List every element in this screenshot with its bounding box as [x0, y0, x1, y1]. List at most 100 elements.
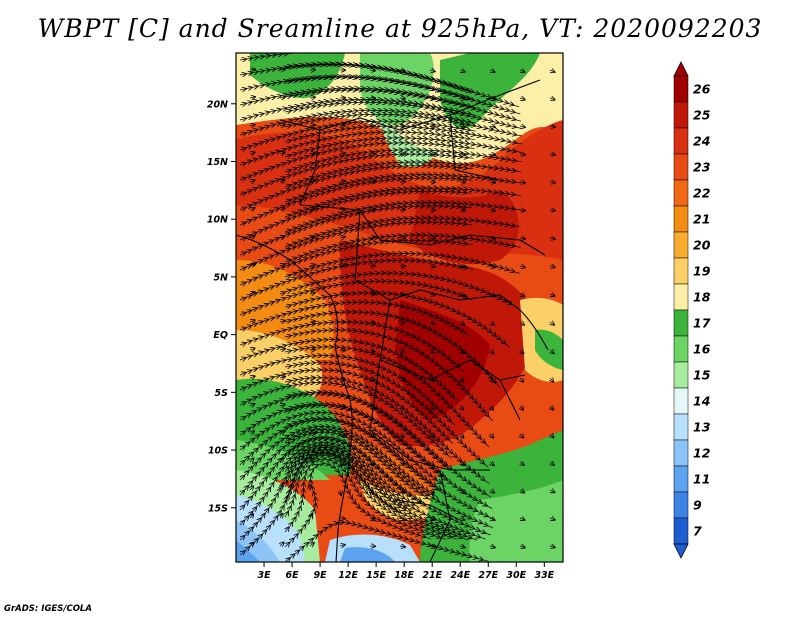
flow-arrow	[459, 546, 465, 548]
flow-arrow	[369, 209, 375, 210]
flow-arrow	[489, 182, 495, 183]
flow-arrow	[520, 70, 525, 72]
latitude-axis: 20N 15N 10N 5N EQ 5S 10S 15S	[207, 99, 236, 514]
flow-arrow	[310, 543, 314, 546]
flow-arrow	[369, 350, 375, 352]
flow-arrow	[339, 518, 345, 519]
colorbar-segment	[673, 387, 689, 415]
colorbar-segment	[673, 491, 689, 519]
colorbar-segment	[673, 153, 689, 181]
flow-arrow	[549, 126, 555, 127]
flow-arrow	[489, 154, 495, 155]
flow-arrow	[459, 266, 465, 267]
flow-arrow	[369, 154, 375, 155]
flow-arrow	[340, 462, 344, 465]
flow-arrow	[430, 434, 434, 437]
colorbar-label: 15	[693, 368, 711, 383]
colorbar-label: 12	[693, 446, 710, 461]
flow-arrow	[520, 294, 525, 296]
flow-arrow	[460, 406, 463, 410]
flow-arrow	[550, 70, 555, 72]
flow-arrow	[490, 462, 494, 465]
lat-tick-label: 15N	[207, 157, 228, 168]
lon-tick-label: 27E	[478, 570, 498, 581]
flow-arrow	[279, 208, 285, 210]
flow-arrow	[339, 237, 345, 238]
flow-arrow	[309, 485, 310, 491]
flow-arrow	[459, 238, 465, 239]
flow-arrow	[399, 322, 405, 324]
flow-arrow	[280, 486, 282, 491]
flow-arrow	[400, 462, 404, 465]
colorbar-segment	[673, 465, 689, 493]
flow-arrow	[370, 462, 374, 466]
flow-arrow	[279, 264, 285, 266]
lat-tick-label: EQ	[213, 330, 228, 341]
colorbar-segment	[673, 309, 689, 337]
colorbar-segment	[673, 231, 689, 259]
flow-arrow	[430, 350, 434, 353]
flow-arrow	[249, 264, 255, 266]
flow-arrow	[370, 490, 373, 494]
flow-arrow	[459, 154, 465, 155]
colorbar-segment	[673, 205, 689, 233]
lon-tick-label: 15E	[366, 570, 386, 581]
colorbar-segment	[673, 257, 689, 285]
streamlines	[240, 53, 555, 562]
colorbar-label: 7	[693, 524, 702, 539]
colorbar-label: 24	[693, 134, 710, 149]
flow-arrow	[459, 70, 465, 72]
colorbar-segment	[673, 517, 689, 545]
flow-arrow	[549, 238, 555, 239]
colorbar-segment	[673, 413, 689, 441]
lon-tick-label: 3E	[257, 570, 271, 581]
plot-area	[236, 53, 563, 562]
flow-arrow	[549, 182, 555, 183]
colorbar-label: 23	[693, 160, 710, 175]
flow-arrow	[520, 490, 524, 493]
colorbar-label: 18	[693, 290, 711, 305]
flow-arrow	[280, 514, 283, 518]
flow-arrow	[550, 434, 554, 438]
flow-arrow	[339, 265, 345, 266]
flow-arrow	[339, 545, 345, 546]
flow-arrow	[550, 350, 554, 353]
flow-arrow	[519, 126, 525, 127]
flow-arrow	[520, 350, 524, 353]
flow-arrow	[519, 182, 525, 183]
flow-arrow	[549, 210, 555, 211]
flow-arrow	[340, 489, 341, 495]
flow-arrow	[280, 432, 284, 435]
flow-arrow	[519, 210, 525, 211]
flow-arrow	[429, 266, 435, 267]
lon-tick-label: 12E	[338, 570, 358, 581]
flow-arrow	[550, 378, 553, 382]
flow-arrow	[460, 434, 464, 438]
flow-arrow	[249, 97, 255, 98]
plot-frame	[235, 52, 564, 563]
flow-arrow	[520, 406, 523, 410]
country-borders	[236, 79, 549, 562]
flow-arrow	[250, 543, 254, 546]
flow-arrow	[490, 406, 493, 410]
flow-arrow	[490, 490, 494, 493]
flow-arrow	[339, 153, 345, 154]
flow-arrow	[520, 322, 524, 325]
flow-arrow	[430, 490, 434, 493]
colorbar-label: 26	[693, 82, 711, 97]
flow-arrow	[339, 125, 345, 126]
flow-arrow	[400, 350, 405, 352]
flow-arrow	[520, 462, 524, 465]
flow-arrow	[519, 238, 525, 239]
colorbar-label: 11	[693, 472, 710, 487]
flow-arrow	[399, 98, 405, 99]
flow-arrow	[339, 181, 345, 182]
flow-arrow	[339, 350, 345, 351]
flow-arrow	[489, 126, 495, 127]
flow-arrow	[459, 98, 465, 99]
flow-arrow	[520, 434, 523, 438]
flow-arrow	[249, 348, 255, 350]
flow-arrow	[279, 97, 285, 98]
flow-arrow	[280, 458, 283, 462]
